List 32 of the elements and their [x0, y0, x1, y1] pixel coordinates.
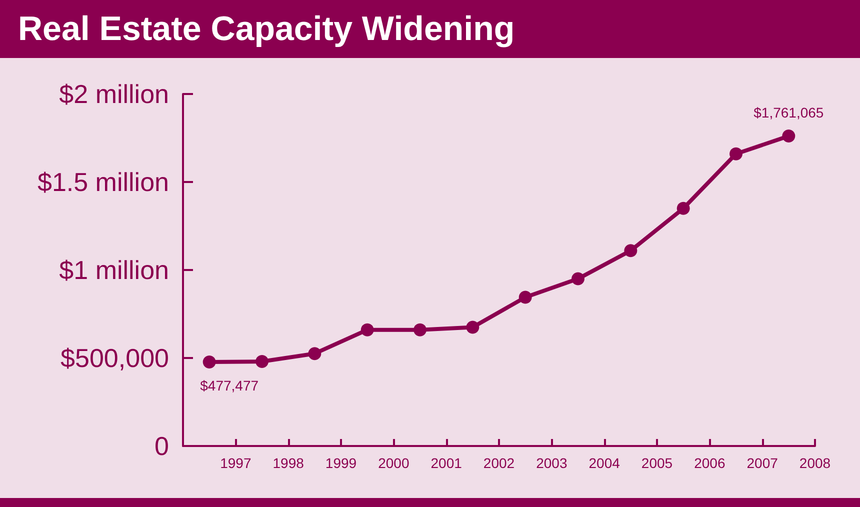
- point: [414, 323, 426, 336]
- y-tick-label: 0: [154, 431, 169, 461]
- x-tick-label: 1997: [220, 455, 252, 471]
- point: [466, 320, 480, 334]
- x-tick-label: 2008: [799, 455, 831, 471]
- x-tick-label: 2005: [641, 455, 673, 471]
- x-tick-label: 2001: [430, 455, 462, 471]
- x-tick-label: 2006: [694, 455, 726, 471]
- point: [676, 202, 690, 215]
- chart-title: Real Estate Capacity Widening: [0, 0, 860, 58]
- point: [202, 355, 216, 368]
- point: [360, 323, 374, 336]
- point: [730, 147, 742, 160]
- x-tick-label: 1999: [325, 455, 357, 471]
- annotation: $1,761,065: [754, 104, 824, 121]
- annotation: $477,477: [200, 377, 259, 394]
- point: [518, 290, 532, 304]
- point: [256, 355, 268, 368]
- x-tick-label: 2000: [378, 455, 410, 471]
- x-tick-label: 2007: [746, 455, 778, 471]
- x-tick-label: 2004: [588, 455, 620, 471]
- y-tick-label: $1 million: [59, 255, 169, 285]
- y-tick-label: $500,000: [60, 343, 169, 373]
- y-tick-label: $1.5 million: [37, 167, 169, 197]
- x-tick-label: 1998: [272, 455, 304, 471]
- y-tick-label: $2 million: [59, 79, 169, 109]
- point: [308, 347, 322, 360]
- point: [624, 244, 638, 258]
- x-tick-label: 2002: [483, 455, 515, 471]
- point: [572, 272, 584, 286]
- x-tick-label: 2003: [536, 455, 568, 471]
- point: [782, 130, 796, 143]
